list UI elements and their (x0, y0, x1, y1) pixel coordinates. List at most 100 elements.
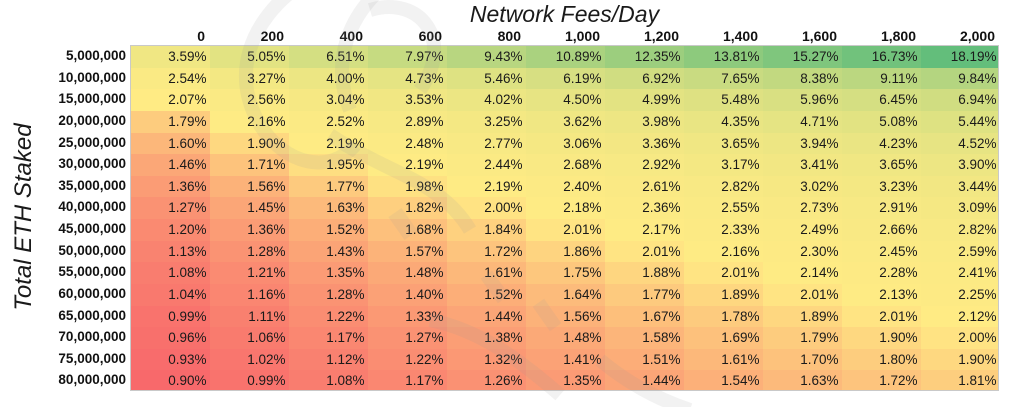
heatmap-cell: 1.75% (526, 262, 606, 285)
heatmap-cell: 2.68% (526, 154, 606, 177)
heatmap-cell: 1.26% (447, 370, 527, 390)
heatmap-cell: 1.16% (210, 283, 290, 306)
heatmap-cell: 3.59% (131, 46, 211, 69)
heatmap-cell: 0.99% (210, 370, 290, 390)
heatmap-cell: 1.08% (131, 262, 211, 285)
heatmap-cell: 2.17% (605, 219, 685, 242)
heatmap-cell: 2.61% (605, 175, 685, 198)
row-header: 5,000,000 (65, 48, 126, 63)
heatmap-cell: 1.52% (289, 219, 369, 242)
heatmap-cell: 7.65% (684, 67, 764, 90)
heatmap-cell: 1.61% (684, 348, 764, 371)
heatmap-cell: 5.96% (763, 89, 843, 112)
column-header: 2,000 (959, 28, 995, 44)
heatmap-cell: 10.89% (526, 46, 606, 69)
heatmap-cell: 2.82% (921, 219, 998, 242)
heatmap-cell: 1.56% (526, 305, 606, 328)
heatmap-cell: 1.80% (842, 348, 922, 371)
heatmap-cell: 1.63% (763, 370, 843, 390)
row-headers: 5,000,000 10,000,000 15,000,000 20,000,000 2… (0, 45, 130, 391)
column-header: 400 (339, 28, 363, 44)
heatmap-cell: 1.90% (921, 348, 998, 371)
heatmap-cell: 13.81% (684, 46, 764, 69)
heatmap-cell: 1.56% (210, 175, 290, 198)
heatmap-cell: 1.08% (289, 370, 369, 390)
heatmap-cell: 2.89% (368, 110, 448, 133)
row-header: 10,000,000 (58, 69, 126, 85)
heatmap-cell: 1.12% (289, 348, 369, 371)
heatmap-cell: 1.70% (763, 348, 843, 371)
column-header: 1,200 (643, 28, 679, 44)
heatmap-cell: 3.27% (210, 67, 290, 90)
heatmap-cell: 1.72% (842, 370, 922, 390)
heatmap-cell: 1.64% (526, 283, 606, 306)
heatmap-cell: 3.53% (368, 89, 448, 112)
row-header: 30,000,000 (58, 156, 126, 172)
heatmap-cell: 1.61% (447, 262, 527, 285)
heatmap-cell: 1.84% (447, 219, 527, 242)
heatmap-cell: 2.07% (131, 89, 211, 112)
heatmap-cell: 2.13% (842, 283, 922, 306)
heatmap-cell: 2.66% (842, 219, 922, 242)
heatmap-cell: 2.19% (289, 132, 369, 155)
heatmap-cell: 8.38% (763, 67, 843, 90)
heatmap-cell: 2.14% (763, 262, 843, 285)
heatmap-cell: 1.28% (210, 240, 290, 263)
heatmap-cell: 1.72% (447, 240, 527, 263)
heatmap-cell: 6.51% (289, 46, 369, 69)
row-header: 25,000,000 (58, 134, 126, 150)
heatmap-cell: 2.25% (921, 283, 998, 306)
heatmap-cell: 6.94% (921, 89, 998, 112)
heatmap-cell: 2.49% (763, 219, 843, 242)
heatmap-cell: 1.22% (368, 348, 448, 371)
heatmap-cell: 1.17% (289, 327, 369, 350)
row-header: 55,000,000 (58, 264, 126, 280)
heatmap-cell: 2.12% (921, 305, 998, 328)
heatmap-cell: 2.01% (842, 305, 922, 328)
heatmap-cell: 3.65% (684, 132, 764, 155)
row-header: 15,000,000 (58, 91, 126, 107)
heatmap-cell: 1.77% (605, 283, 685, 306)
heatmap-cell: 4.52% (921, 132, 998, 155)
heatmap-cell: 2.82% (684, 175, 764, 198)
row-header: 45,000,000 (58, 221, 126, 236)
heatmap-cell: 4.02% (447, 89, 527, 112)
heatmap-cell: 1.36% (131, 175, 211, 198)
heatmap-cell: 1.35% (526, 370, 606, 390)
row-header: 60,000,000 (58, 285, 126, 301)
heatmap-cell: 1.52% (447, 283, 527, 306)
heatmap-cell: 1.13% (131, 240, 211, 263)
heatmap-cell: 2.73% (763, 197, 843, 220)
row-header: 65,000,000 (58, 307, 126, 323)
heatmap-cell: 1.54% (684, 370, 764, 390)
heatmap-cell: 3.98% (605, 110, 685, 133)
heatmap-cell: 1.67% (605, 305, 685, 328)
heatmap-cell: 2.01% (684, 262, 764, 285)
heatmap-cell: 3.94% (763, 132, 843, 155)
column-headers: 0 200 400 600 800 1,000 1,200 1,400 1,600 1,800 2,… (130, 27, 999, 45)
row-header: 35,000,000 (58, 177, 126, 193)
heatmap-cell: 2.55% (684, 197, 764, 220)
heatmap-cell: 2.91% (842, 197, 922, 220)
heatmap-cell: 1.60% (131, 132, 211, 155)
heatmap-cell: 1.11% (210, 305, 290, 328)
heatmap-cell: 3.41% (763, 154, 843, 177)
heatmap-cell: 2.30% (763, 240, 843, 263)
heatmap-cell: 1.57% (368, 240, 448, 263)
heatmap-cell: 4.23% (842, 132, 922, 155)
heatmap-cell: 1.63% (289, 197, 369, 220)
heatmap-cell: 1.36% (210, 219, 290, 242)
heatmap-cell: 1.68% (368, 219, 448, 242)
heatmap-cell: 3.04% (289, 89, 369, 112)
x-axis-title: Network Fees/Day (469, 1, 660, 27)
heatmap-cell: 3.65% (842, 154, 922, 177)
heatmap-cell: 3.06% (526, 132, 606, 155)
heatmap-cell: 1.86% (526, 240, 606, 263)
heatmap-cell: 1.41% (526, 348, 606, 371)
heatmap-cell: 2.77% (447, 132, 527, 155)
heatmap-cell: 1.43% (289, 240, 369, 263)
heatmap-cell: 2.16% (684, 240, 764, 263)
heatmap-cell: 4.50% (526, 89, 606, 112)
heatmap-cell: 1.48% (526, 327, 606, 350)
heatmap-cell: 4.73% (368, 67, 448, 90)
